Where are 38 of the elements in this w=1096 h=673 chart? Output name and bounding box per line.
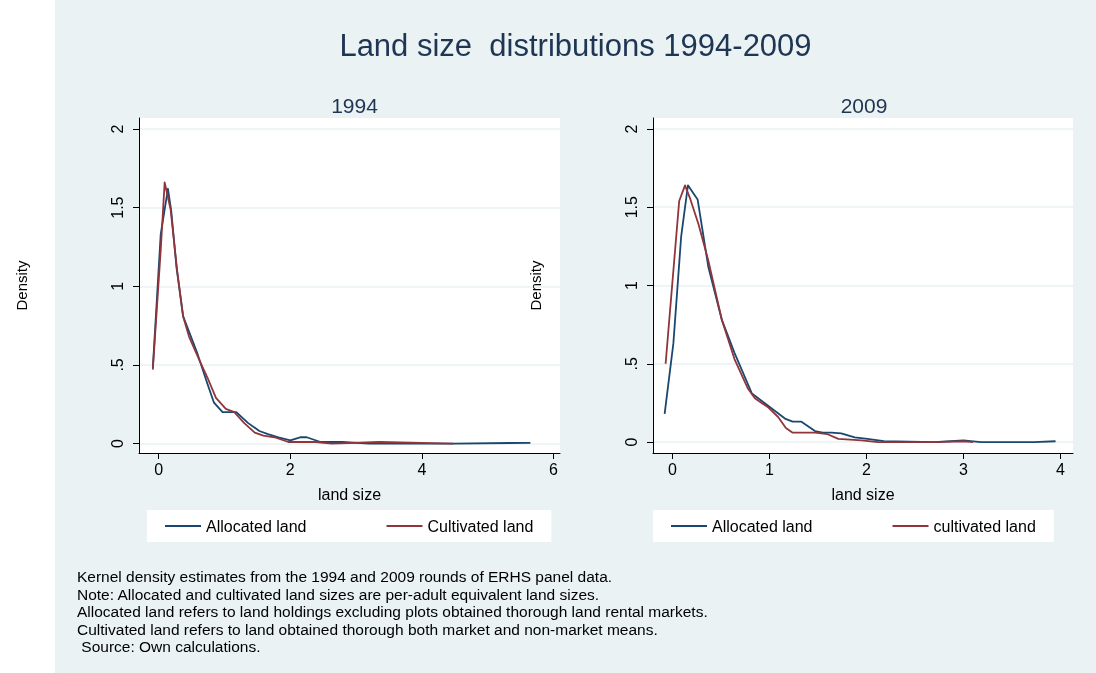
x-axis-title: land size (831, 485, 895, 503)
x-tick-label: 6 (548, 460, 558, 478)
x-axis-title: land size (317, 485, 382, 503)
y-axis-title: Density (527, 260, 544, 311)
x-tick-label: 4 (417, 460, 427, 478)
line-series (664, 184, 974, 443)
x-tick-label: 0 (154, 460, 164, 478)
x-tick-label: 4 (1055, 460, 1065, 478)
text: Land size distributions 1994-2009 (338, 28, 813, 64)
text: Source: Own calculations. (80, 638, 262, 656)
legend-label: Allocated land (206, 517, 307, 535)
x-tick-label: 0 (667, 460, 677, 478)
y-tick-label: 0 (622, 437, 640, 447)
legend-label: cultivated land (933, 517, 1036, 535)
legend-label: Cultivated land (427, 517, 534, 535)
y-tick-label: .5 (622, 357, 640, 371)
legend-label: Allocated land (712, 517, 813, 535)
x-tick-label: 1 (764, 460, 774, 478)
y-tick-label: 1 (622, 280, 640, 290)
y-tick-label: 1.5 (108, 196, 126, 219)
x-tick-label: 2 (285, 460, 295, 478)
chart-title: 2009 (840, 94, 888, 117)
text: Kernel density estimates from the 1994 and 2009 rounds of ERHS panel data. (77, 568, 614, 586)
y-tick-label: .5 (108, 358, 126, 372)
y-tick-label: 1 (108, 281, 126, 291)
chart-title: 1994 (331, 94, 379, 117)
x-tick-label: 3 (958, 460, 968, 478)
y-tick-label: 2 (108, 124, 126, 134)
x-tick-label: 2 (861, 460, 871, 478)
text: Allocated land refers to land holdings excluding plots obtained thorough land rental markets. (77, 603, 708, 621)
line-series (151, 181, 455, 445)
y-tick-label: 1.5 (622, 196, 640, 219)
y-axis-title: Density (13, 260, 30, 311)
y-tick-label: 2 (622, 124, 640, 134)
text: Cultivated land refers to land obtained thorough both market and non-market means. (77, 620, 659, 638)
text: Note: Allocated and cultivated land sizes are per-adult equivalent land sizes. (77, 585, 601, 603)
line-series (663, 184, 1057, 443)
y-tick-label: 0 (108, 439, 126, 449)
